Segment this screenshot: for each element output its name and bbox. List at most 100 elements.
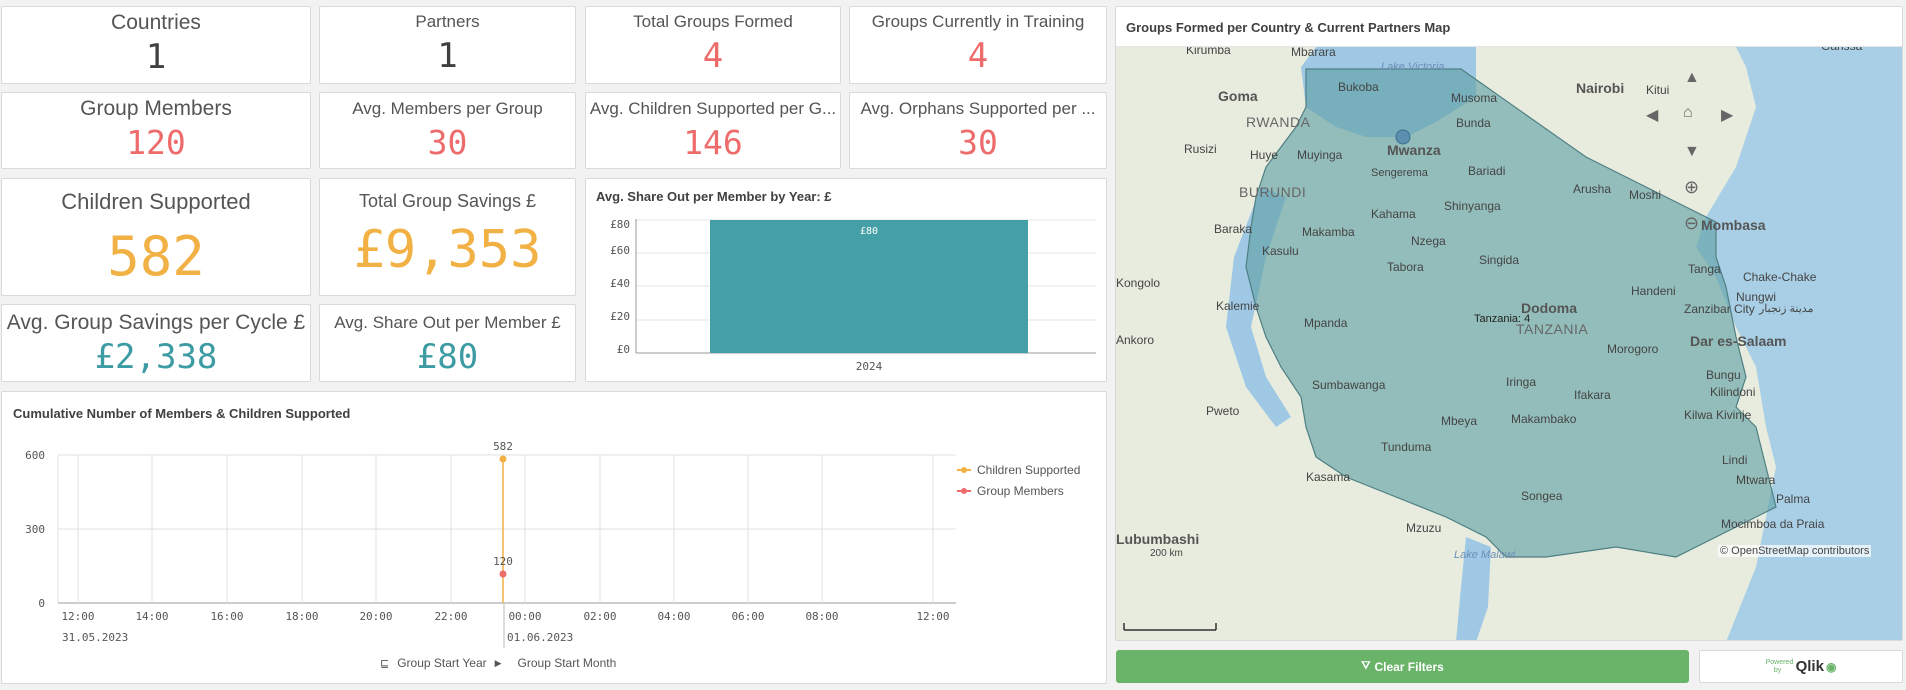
pan-down-icon[interactable]: ▼ [1684, 143, 1700, 160]
kpi-label: Avg. Share Out per Member £ [334, 313, 561, 332]
map-label: Shinyanga [1444, 199, 1501, 213]
legend-children-supported[interactable]: Children Supported [957, 463, 1080, 477]
kpi-avg-savings[interactable]: Avg. Group Savings per Cycle £ £2,338 [1, 304, 311, 382]
map-label: Bariadi [1468, 164, 1506, 178]
y-tick: £0 [617, 343, 630, 356]
kpi-label: Avg. Members per Group [352, 99, 543, 118]
kpi-group-members[interactable]: Group Members 120 [1, 92, 311, 169]
kpi-countries[interactable]: Countries 1 [1, 6, 311, 84]
powered-by-qlik[interactable]: Powered by Qlik ◉ [1699, 650, 1903, 683]
dimension-drill[interactable]: ⊑ Group Start Year ▶ Group Start Month [380, 656, 616, 670]
map-label: Morogoro [1607, 342, 1659, 356]
zoom-out-icon[interactable]: ⊖ [1684, 213, 1700, 233]
kpi-label: Avg. Children Supported per G... [589, 99, 837, 118]
map-label: Zanzibar City [1684, 302, 1755, 316]
kpi-label: Countries [111, 11, 201, 34]
tanzania-region [1245, 68, 1777, 558]
kpi-label: Total Group Savings £ [358, 191, 537, 211]
dimension-label: Group Start Year [397, 656, 487, 670]
map-label: مدينة زنجبار [1759, 303, 1814, 315]
y-tick: 600 [25, 449, 45, 462]
kpi-label: Partners [415, 12, 480, 31]
pan-up-icon[interactable]: ▲ [1684, 69, 1700, 86]
map-label: Lake Victoria [1381, 61, 1445, 73]
clear-filters-label: Clear Filters [1374, 659, 1444, 674]
kpi-avg-orphans[interactable]: Avg. Orphans Supported per ... 30 [849, 92, 1107, 169]
map-panel[interactable]: Groups Formed per Country & Current Part… [1115, 6, 1903, 641]
x-tick: 06:00 [731, 610, 764, 623]
kpi-groups-formed[interactable]: Total Groups Formed 4 [585, 6, 841, 84]
drill-down-icon: ⊑ [380, 657, 390, 670]
zoom-in-icon[interactable]: ⊕ [1684, 177, 1700, 197]
kpi-value: £80 [416, 337, 479, 377]
map-label: Songea [1521, 489, 1563, 503]
map-label: Makamba [1302, 225, 1355, 239]
kpi-avg-shareout[interactable]: Avg. Share Out per Member £ £80 [319, 304, 576, 382]
map-attribution[interactable]: © OpenStreetMap contributors [1718, 545, 1872, 557]
map-label: Moshi [1629, 188, 1662, 202]
map-label: Tanzania: 4 [1474, 313, 1531, 325]
map-label: Handeni [1631, 284, 1676, 298]
map-label: Mocimboa da Praia [1721, 517, 1825, 531]
clear-filters-button[interactable]: ⛛ Clear Filters [1116, 650, 1689, 683]
map-label: Lindi [1722, 453, 1748, 467]
kpi-label: Children Supported [61, 189, 251, 214]
x-tick: 12:00 [916, 610, 949, 623]
point-group-members[interactable] [499, 570, 507, 578]
kpi-value: 1 [437, 36, 458, 76]
chart-title: Cumulative Number of Members & Children … [13, 406, 351, 421]
date-label: 31.05.2023 [62, 631, 128, 644]
bar-2024[interactable] [710, 220, 1028, 353]
kpi-partners[interactable]: Partners 1 [319, 6, 576, 84]
x-tick: 02:00 [583, 610, 616, 623]
map-label: Bungu [1706, 368, 1741, 382]
map-label: Lake Malawi [1454, 549, 1516, 561]
map-point-mwanza[interactable] [1395, 129, 1411, 145]
x-tick: 00:00 [508, 610, 541, 623]
kpi-avg-children[interactable]: Avg. Children Supported per G... 146 [585, 92, 841, 169]
map-label: Musoma [1451, 91, 1498, 105]
map-svg [1123, 47, 1902, 640]
x-tick: 12:00 [61, 610, 94, 623]
map-label: Bukoba [1338, 80, 1379, 94]
x-tick: 20:00 [359, 610, 392, 623]
map-scale-label: 200 km [1150, 548, 1183, 559]
kpi-label: Groups Currently in Training [871, 12, 1085, 31]
share-out-chart[interactable]: Avg. Share Out per Member by Year: £ £80… [585, 178, 1107, 382]
kpi-value: 582 [107, 225, 205, 288]
map-label: Sengerema [1371, 167, 1428, 179]
kpi-value: 120 [126, 123, 186, 162]
map-label: Iringa [1506, 375, 1537, 389]
pan-right-icon[interactable]: ▶ [1721, 107, 1734, 124]
legend-label: Group Members [977, 484, 1064, 498]
x-tick: 14:00 [135, 610, 168, 623]
map-label: Muyinga [1297, 148, 1343, 162]
map-label: Tunduma [1381, 440, 1432, 454]
cumulative-chart[interactable]: Cumulative Number of Members & Children … [1, 391, 1107, 684]
map-label: Dar es-Salaam [1690, 333, 1787, 349]
y-tick: 0 [38, 597, 45, 610]
y-tick: £20 [610, 310, 630, 323]
cumulative-svg: 600 300 0 12:00 14:00 16:00 18:00 20:00 22:00… [25, 440, 956, 648]
kpi-groups-training[interactable]: Groups Currently in Training 4 [849, 6, 1107, 84]
map-label: Baraka [1214, 222, 1253, 236]
point-children-supported[interactable] [499, 455, 507, 463]
map-label: Tanga [1688, 262, 1721, 276]
map-label: Tabora [1387, 260, 1424, 274]
kpi-children-supported[interactable]: Children Supported 582 [1, 178, 311, 296]
map-canvas[interactable]: Kirumba Mbarara Lake Victoria Nairobi Ki… [1116, 39, 1902, 640]
map-label: Mzuzu [1406, 521, 1442, 535]
pan-left-icon[interactable]: ◀ [1646, 107, 1659, 124]
x-tick: 08:00 [805, 610, 838, 623]
point-label: 120 [493, 555, 513, 568]
kpi-avg-members[interactable]: Avg. Members per Group 30 [319, 92, 576, 169]
home-icon[interactable]: ⌂ [1683, 104, 1693, 121]
kpi-total-savings[interactable]: Total Group Savings £ £9,353 [319, 178, 576, 296]
legend-marker [957, 465, 971, 475]
date-label: 01.06.2023 [507, 631, 573, 644]
kpi-value: £9,353 [353, 220, 542, 280]
legend-group-members[interactable]: Group Members [957, 484, 1064, 498]
map-label: Makambako [1511, 412, 1577, 426]
filter-clear-icon: ⛛ [1361, 660, 1371, 672]
kpi-label: Group Members [80, 97, 232, 120]
